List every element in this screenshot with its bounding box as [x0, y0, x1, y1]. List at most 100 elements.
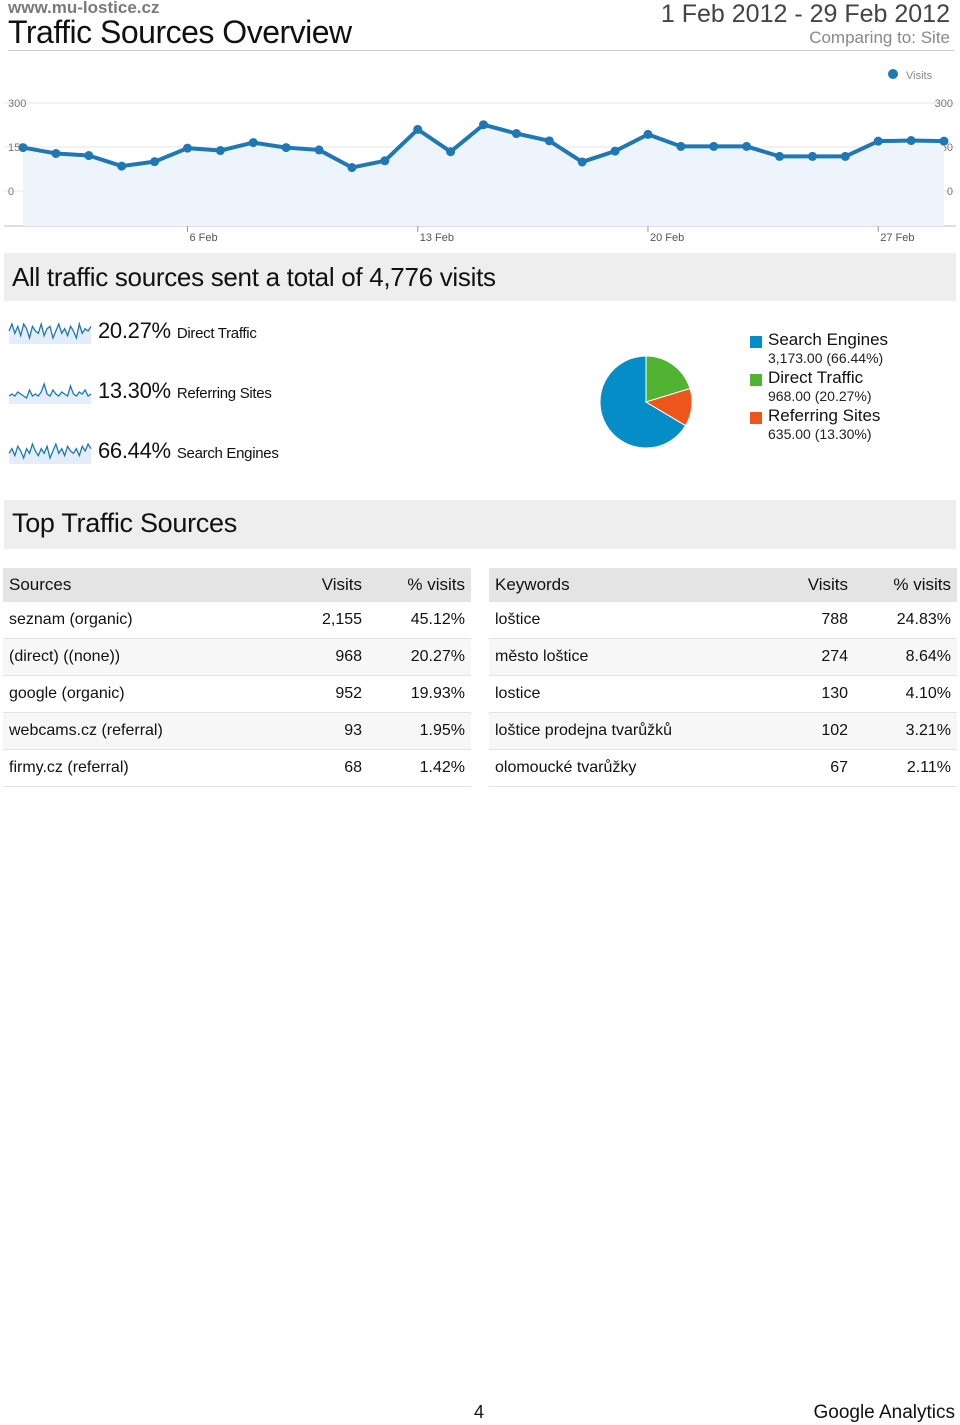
y-tick-left: 300	[8, 98, 26, 110]
source-pct: 45.12%	[368, 602, 471, 639]
legend-search-name: Search Engines	[768, 330, 889, 349]
data-point	[807, 151, 817, 161]
source-name[interactable]: seznam (organic)	[3, 602, 284, 639]
source-visits: 952	[283, 675, 369, 713]
table-row: firmy.cz (referral) 68 1.42%	[3, 749, 471, 787]
data-point	[511, 129, 521, 139]
data-point	[742, 141, 752, 151]
page-number: 4	[474, 1402, 485, 1422]
sources-header-row: Sources Visits % visits	[3, 568, 471, 602]
legend-referring-value: 635.00 (13.30%)	[768, 426, 872, 442]
keyword-pct: 2.11%	[854, 749, 957, 787]
sparkline-search	[8, 442, 92, 464]
source-name[interactable]: (direct) ((none))	[3, 638, 284, 676]
data-point	[676, 141, 686, 151]
keyword-pct: 24.83%	[854, 602, 957, 639]
data-point	[281, 143, 291, 153]
sparkline-area	[9, 384, 91, 404]
y-tick-left: 0	[8, 186, 14, 198]
label-referring: Referring Sites	[176, 385, 272, 402]
data-point	[709, 141, 719, 151]
sparkline-referring	[8, 381, 92, 404]
table-row: město loštice 274 8.64%	[489, 638, 957, 676]
sources-table: Sources Visits % visits seznam (organic)…	[3, 568, 471, 787]
table-row: webcams.cz (referral) 93 1.95%	[3, 712, 471, 750]
data-point	[446, 147, 456, 157]
pie-slice-referring	[644, 387, 693, 427]
keyword-visits: 274	[769, 638, 855, 676]
source-name[interactable]: google (organic)	[3, 675, 284, 713]
col-pct-visits[interactable]: % visits	[854, 568, 957, 602]
source-name[interactable]: webcams.cz (referral)	[3, 712, 284, 750]
col-keywords[interactable]: Keywords	[489, 568, 770, 602]
x-tick-label: 6 Feb	[189, 232, 217, 244]
keywords-header-row: Keywords Visits % visits	[489, 568, 957, 602]
site-url: www.mu-lostice.cz	[8, 0, 160, 17]
table-row: google (organic) 952 19.93%	[3, 675, 471, 713]
label-search: Search Engines	[176, 445, 279, 462]
source-visits: 968	[283, 638, 369, 676]
keyword-name[interactable]: město loštice	[489, 638, 770, 676]
swatch-search	[750, 336, 762, 348]
total-band	[4, 253, 956, 301]
data-point	[873, 136, 883, 146]
legend-direct-name: Direct Traffic	[768, 368, 864, 387]
keyword-name[interactable]: loštice prodejna tvarůžků	[489, 712, 770, 750]
y-tick-right: 0	[947, 186, 953, 198]
traffic-pie-chart	[599, 355, 693, 449]
x-tick-label: 13 Feb	[420, 232, 454, 244]
col-sources[interactable]: Sources	[3, 568, 284, 602]
comparing-label: Comparing to: Site	[809, 28, 950, 47]
source-visits: 2,155	[283, 602, 369, 639]
data-point	[84, 151, 94, 161]
keyword-pct: 3.21%	[854, 712, 957, 750]
data-point	[610, 146, 620, 156]
table-row: loštice 788 24.83%	[489, 602, 957, 639]
brand-label: Google Analytics	[813, 1402, 955, 1423]
source-name[interactable]: firmy.cz (referral)	[3, 749, 284, 787]
col-visits[interactable]: Visits	[283, 568, 369, 602]
keyword-name[interactable]: loštice	[489, 602, 770, 639]
pie-slice-search	[599, 355, 687, 449]
data-point	[643, 129, 653, 139]
x-tick-label: 27 Feb	[880, 232, 914, 244]
page-title: Traffic Sources Overview	[8, 14, 352, 50]
data-point	[182, 143, 192, 153]
keyword-name[interactable]: olomoucké tvarůžky	[489, 749, 770, 787]
legend-visits-dot	[888, 69, 898, 79]
data-point	[775, 151, 785, 161]
data-point	[479, 120, 488, 130]
swatch-direct	[750, 374, 762, 386]
table-row: olomoucké tvarůžky 67 2.11%	[489, 749, 957, 787]
data-point	[906, 136, 916, 146]
data-point	[347, 163, 357, 173]
col-pct-visits[interactable]: % visits	[368, 568, 471, 602]
legend-search-value: 3,173.00 (66.44%)	[768, 350, 884, 366]
source-pct: 19.93%	[368, 675, 471, 713]
data-point	[117, 161, 127, 171]
data-point	[544, 136, 554, 146]
top-sources-title: Top Traffic Sources	[12, 508, 237, 538]
x-tick-label: 20 Feb	[650, 232, 684, 244]
sparkline-area	[9, 444, 91, 464]
keyword-visits: 788	[769, 602, 855, 639]
source-pct: 1.42%	[368, 749, 471, 787]
date-range[interactable]: 1 Feb 2012 - 29 Feb 2012	[660, 0, 950, 28]
top-sources-band	[4, 500, 956, 549]
data-point	[413, 124, 423, 134]
legend-referring-name: Referring Sites	[768, 406, 881, 425]
sparkline-line	[8, 442, 92, 461]
keyword-pct: 8.64%	[854, 638, 957, 676]
data-point	[248, 138, 258, 148]
col-visits[interactable]: Visits	[769, 568, 855, 602]
visits-area	[23, 124, 944, 226]
data-point	[215, 146, 225, 156]
keyword-visits: 130	[769, 675, 855, 713]
source-visits: 93	[283, 712, 369, 750]
sparkline-line	[8, 321, 92, 341]
keyword-pct: 4.10%	[854, 675, 957, 713]
table-row: loštice prodejna tvarůžků 102 3.21%	[489, 712, 957, 750]
keyword-name[interactable]: lostice	[489, 675, 770, 713]
source-visits: 68	[283, 749, 369, 787]
